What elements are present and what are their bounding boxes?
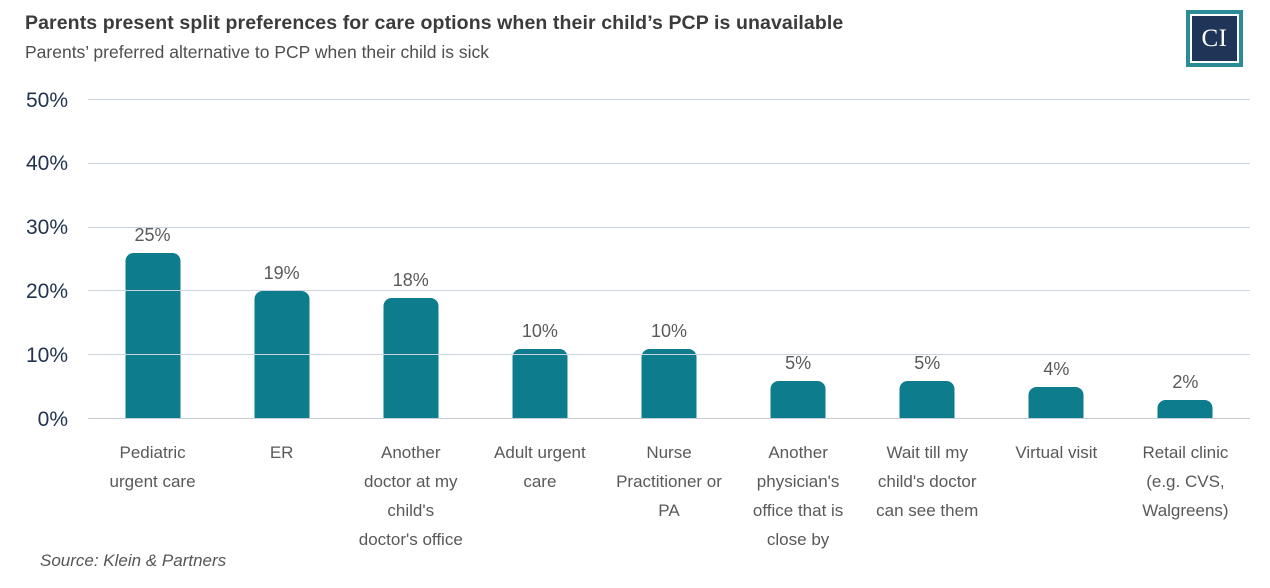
gridline <box>88 162 1250 164</box>
bar-column: 10% <box>475 100 604 419</box>
bar <box>254 291 310 419</box>
y-axis-tick-label: 20% <box>25 279 68 303</box>
bar-value-label: 4% <box>1043 359 1070 380</box>
chart-subtitle: Parents’ preferred alternative to PCP wh… <box>25 42 489 62</box>
bar-value-label: 19% <box>263 263 300 284</box>
y-axis-tick-label: 40% <box>25 152 68 176</box>
x-axis-label: Another physician's office that is close… <box>752 443 844 549</box>
gridline <box>88 418 1250 419</box>
chart-title: Parents present split preferences for ca… <box>25 12 844 34</box>
x-axis-label: Pediatric urgent care <box>109 443 196 491</box>
bar-column: 5% <box>734 100 863 419</box>
ci-logo-text: CI <box>1201 24 1228 52</box>
bar-value-label: 5% <box>914 352 941 373</box>
bars-row: 25% 19% 18% 10% 10% 5% 5% 4% 2% <box>88 100 1250 419</box>
bar-column: 25% <box>88 100 217 419</box>
bar <box>512 348 568 419</box>
ci-logo-frame: CI <box>1190 14 1239 63</box>
y-axis-tick-label: 10% <box>25 343 68 367</box>
x-axis-label: Another doctor at my child's doctor's of… <box>358 443 463 549</box>
bar <box>641 348 697 419</box>
bar <box>770 380 826 419</box>
x-axis-label: Nurse Practitioner or PA <box>616 443 722 520</box>
bar <box>383 297 439 419</box>
y-axis-tick-label: 50% <box>25 88 68 112</box>
x-axis-label: Virtual visit <box>1015 443 1098 462</box>
bar-value-label: 5% <box>785 352 812 373</box>
chart-header: Parents present split preferences for ca… <box>25 12 1170 63</box>
x-axis-label: Retail clinic (e.g. CVS, Walgreens) <box>1142 443 1229 520</box>
bar <box>1028 387 1084 419</box>
x-axis-label: ER <box>269 443 294 462</box>
y-axis-tick-label: 30% <box>25 216 68 240</box>
bar <box>1157 399 1213 419</box>
bar-chart-plot-area: 25% 19% 18% 10% 10% 5% 5% 4% 2% 0% 10% 20% 30% 40% 50… <box>0 89 1270 431</box>
y-axis-tick-label: 0% <box>37 407 68 431</box>
bar <box>125 253 181 419</box>
bar-column: 10% <box>604 100 733 419</box>
bar-column: 18% <box>346 100 475 419</box>
bar-value-label: 25% <box>134 225 171 246</box>
x-axis-label: Adult urgent care <box>494 443 586 491</box>
bar-value-label: 10% <box>521 320 558 341</box>
gridline <box>88 354 1250 356</box>
bar-column: 4% <box>992 100 1121 419</box>
gridline <box>88 290 1250 292</box>
x-axis-labels: Pediatric urgent care ER Another doctor at… <box>88 438 1250 554</box>
bar <box>899 380 955 419</box>
gridline <box>88 226 1250 228</box>
bar-column: 2% <box>1121 100 1250 419</box>
bar-value-label: 10% <box>650 320 687 341</box>
ci-logo: CI <box>1186 10 1243 67</box>
bar-column: 5% <box>863 100 992 419</box>
bar-column: 19% <box>217 100 346 419</box>
bar-value-label: 2% <box>1172 371 1199 392</box>
gridline <box>88 99 1250 100</box>
source-note: Source: Klein & Partners <box>40 551 227 570</box>
bar-value-label: 18% <box>392 269 429 290</box>
x-axis-label: Wait till my child's doctor can see them <box>876 443 979 520</box>
